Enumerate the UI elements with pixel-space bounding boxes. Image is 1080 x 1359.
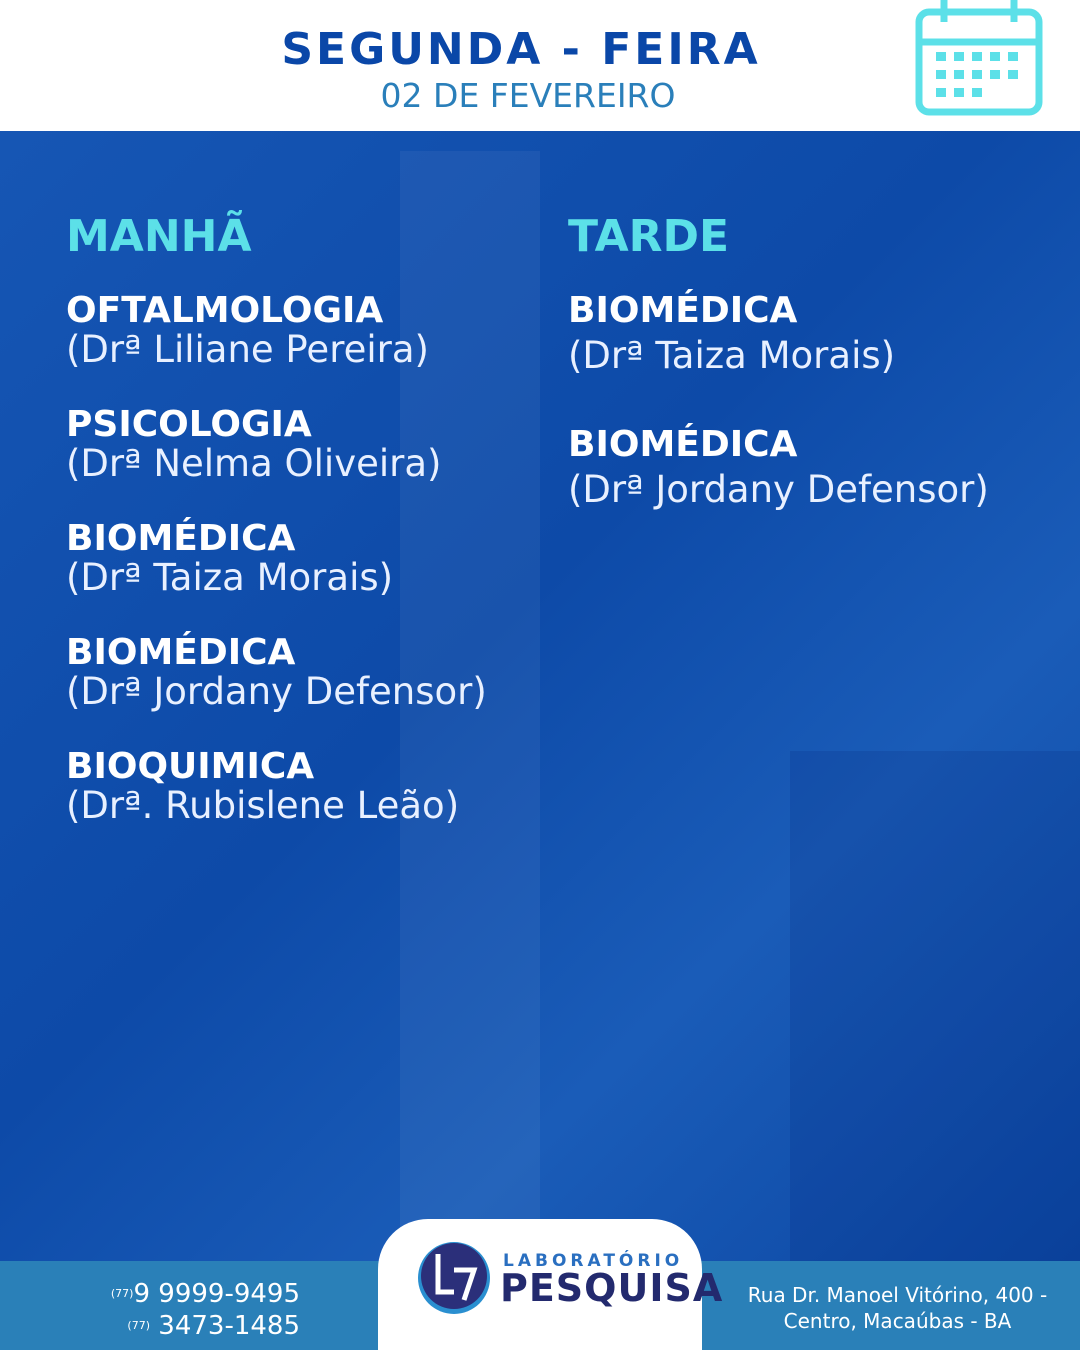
doctor: (Drª Jordany Defensor) [66,670,487,713]
specialty: BIOMÉDICA [568,424,798,465]
address-line2: Centro, Macaúbas - BA [783,1309,1012,1333]
afternoon-title: TARDE [568,211,730,262]
specialty: BIOQUIMICA [66,746,315,787]
background-building [790,751,1080,1261]
list-item: PSICOLOGIA (Drª Nelma Oliveira) [66,406,487,484]
list-item: BIOMÉDICA (Drª Jordany Defensor) [568,426,989,510]
list-item: OFTALMOLOGIA (Drª Liliane Pereira) [66,292,487,370]
phone-mobile: (77)9 9999-9495 [110,1279,300,1309]
phone-numbers: (77)9 9999-9495 (77) 3473-1485 [60,1278,300,1342]
day-title: SEGUNDA - FEIRA [281,24,761,75]
list-item: BIOQUIMICA (Drª. Rubislene Leão) [66,748,487,826]
specialty: BIOMÉDICA [66,632,296,673]
logo-line2: PESQUISA [500,1266,724,1310]
lab-logo-emblem [418,1242,490,1314]
background-building [400,151,540,1261]
specialty: PSICOLOGIA [66,404,312,445]
list-item: BIOMÉDICA (Drª Jordany Defensor) [66,634,487,712]
specialty: BIOMÉDICA [568,290,798,331]
list-item: BIOMÉDICA (Drª Taiza Morais) [568,292,989,376]
date-subtitle: 02 DE FEVEREIRO [380,76,676,115]
schedule-panel: MANHÃ OFTALMOLOGIA (Drª Liliane Pereira) … [0,131,1080,1261]
doctor: (Drª. Rubislene Leão) [66,784,460,827]
doctor: (Drª Nelma Oliveira) [66,442,442,485]
header: SEGUNDA - FEIRA 02 DE FEVEREIRO [0,0,1080,131]
phone-landline: (77) 3473-1485 [127,1311,300,1341]
address-line1: Rua Dr. Manoel Vitórino, 400 - [747,1283,1048,1307]
morning-title: MANHÃ [66,211,252,262]
doctor: (Drª Liliane Pereira) [66,328,429,371]
logo-line1: LABORATÓRIO [503,1251,684,1271]
morning-column: MANHÃ OFTALMOLOGIA (Drª Liliane Pereira) … [66,211,487,862]
address: Rua Dr. Manoel Vitórino, 400 - Centro, M… [730,1282,1065,1334]
list-item: BIOMÉDICA (Drª Taiza Morais) [66,520,487,598]
specialty: OFTALMOLOGIA [66,290,384,331]
doctor: (Drª Jordany Defensor) [568,468,989,511]
doctor: (Drª Taiza Morais) [66,556,394,599]
afternoon-column: TARDE BIOMÉDICA (Drª Taiza Morais) BIOMÉD… [568,211,989,546]
calendar-icon [915,0,1043,116]
doctor: (Drª Taiza Morais) [568,334,896,377]
specialty: BIOMÉDICA [66,518,296,559]
